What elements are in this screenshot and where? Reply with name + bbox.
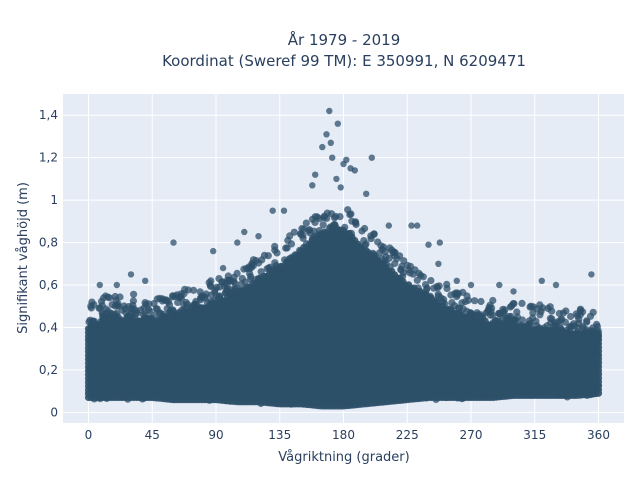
data-point [205, 279, 213, 287]
data-point [327, 210, 336, 218]
data-point [447, 291, 455, 299]
data-point [501, 306, 509, 314]
data-point [532, 317, 540, 325]
data-point [220, 282, 229, 290]
data-point [189, 286, 198, 294]
data-point [196, 294, 204, 302]
data-point [118, 306, 126, 314]
data-point [153, 295, 161, 303]
data-point [346, 211, 354, 219]
data-point [287, 240, 296, 248]
data-point [477, 297, 485, 306]
data-point [130, 290, 138, 298]
data-point [454, 289, 462, 297]
data-point [302, 219, 310, 227]
data-point [238, 274, 246, 283]
data-point [260, 251, 269, 259]
data-point [415, 269, 423, 277]
data-point [518, 316, 527, 324]
data-point [230, 278, 238, 286]
data-point [486, 311, 494, 319]
data-point [548, 315, 556, 323]
data-point [434, 292, 443, 300]
data-point [224, 272, 232, 280]
data-point [489, 296, 497, 305]
data-point [430, 284, 438, 292]
data-point [111, 310, 119, 318]
data-point [323, 214, 331, 222]
data-point [461, 298, 469, 306]
data-point [518, 299, 526, 307]
data-point [390, 252, 399, 260]
data-point [273, 249, 281, 257]
data-point [423, 285, 431, 293]
data-point [488, 304, 496, 312]
data-point [184, 286, 192, 294]
data-point [512, 316, 520, 324]
data-point [586, 312, 595, 320]
data-point [583, 318, 591, 326]
data-points [84, 107, 603, 410]
data-point [211, 286, 219, 294]
data-point [233, 269, 241, 277]
data-point [297, 230, 305, 238]
data-point [578, 323, 587, 331]
data-point [388, 246, 396, 254]
data-point [536, 311, 544, 319]
data-point [555, 309, 564, 318]
data-point [104, 307, 112, 315]
data-point [380, 243, 388, 251]
data-point [574, 312, 582, 320]
data-point [271, 242, 279, 250]
data-point [529, 303, 537, 311]
data-point [150, 311, 158, 319]
chart-title-line1: År 1979 - 2019 [288, 30, 401, 49]
data-point [87, 302, 95, 310]
data-point [558, 315, 566, 323]
data-point [97, 297, 106, 305]
chart-title-line2: Koordinat (Sweref 99 TM): E 350991, N 62… [162, 52, 526, 70]
data-point [513, 308, 521, 316]
data-point [132, 307, 140, 315]
data-point [169, 292, 177, 300]
data-point [246, 269, 254, 278]
data-point [443, 284, 451, 293]
data-point [400, 257, 408, 265]
data-point [376, 249, 384, 257]
data-point [471, 297, 479, 305]
data-point [182, 298, 190, 307]
data-point [164, 298, 173, 306]
data-point [370, 230, 378, 238]
data-point [427, 277, 435, 285]
data-point [544, 304, 552, 313]
data-point [455, 304, 464, 312]
data-point [215, 275, 223, 283]
data-point [319, 221, 327, 229]
data-point [562, 307, 570, 315]
data-point [286, 232, 294, 240]
data-point [174, 298, 182, 306]
data-point [397, 266, 405, 274]
data-point [207, 291, 216, 299]
data-point [409, 270, 417, 278]
data-point [245, 263, 253, 271]
data-point [351, 219, 360, 227]
data-point [565, 323, 574, 331]
data-point [113, 301, 121, 309]
data-point [311, 218, 319, 227]
data-point [141, 299, 149, 307]
data-point [361, 224, 369, 233]
data-point [237, 280, 245, 288]
data-point [413, 276, 421, 284]
data-point [305, 226, 314, 234]
data-point [509, 300, 517, 308]
data-point [576, 305, 585, 313]
data-point [551, 321, 559, 329]
data-point [95, 304, 103, 312]
data-point [567, 312, 575, 321]
